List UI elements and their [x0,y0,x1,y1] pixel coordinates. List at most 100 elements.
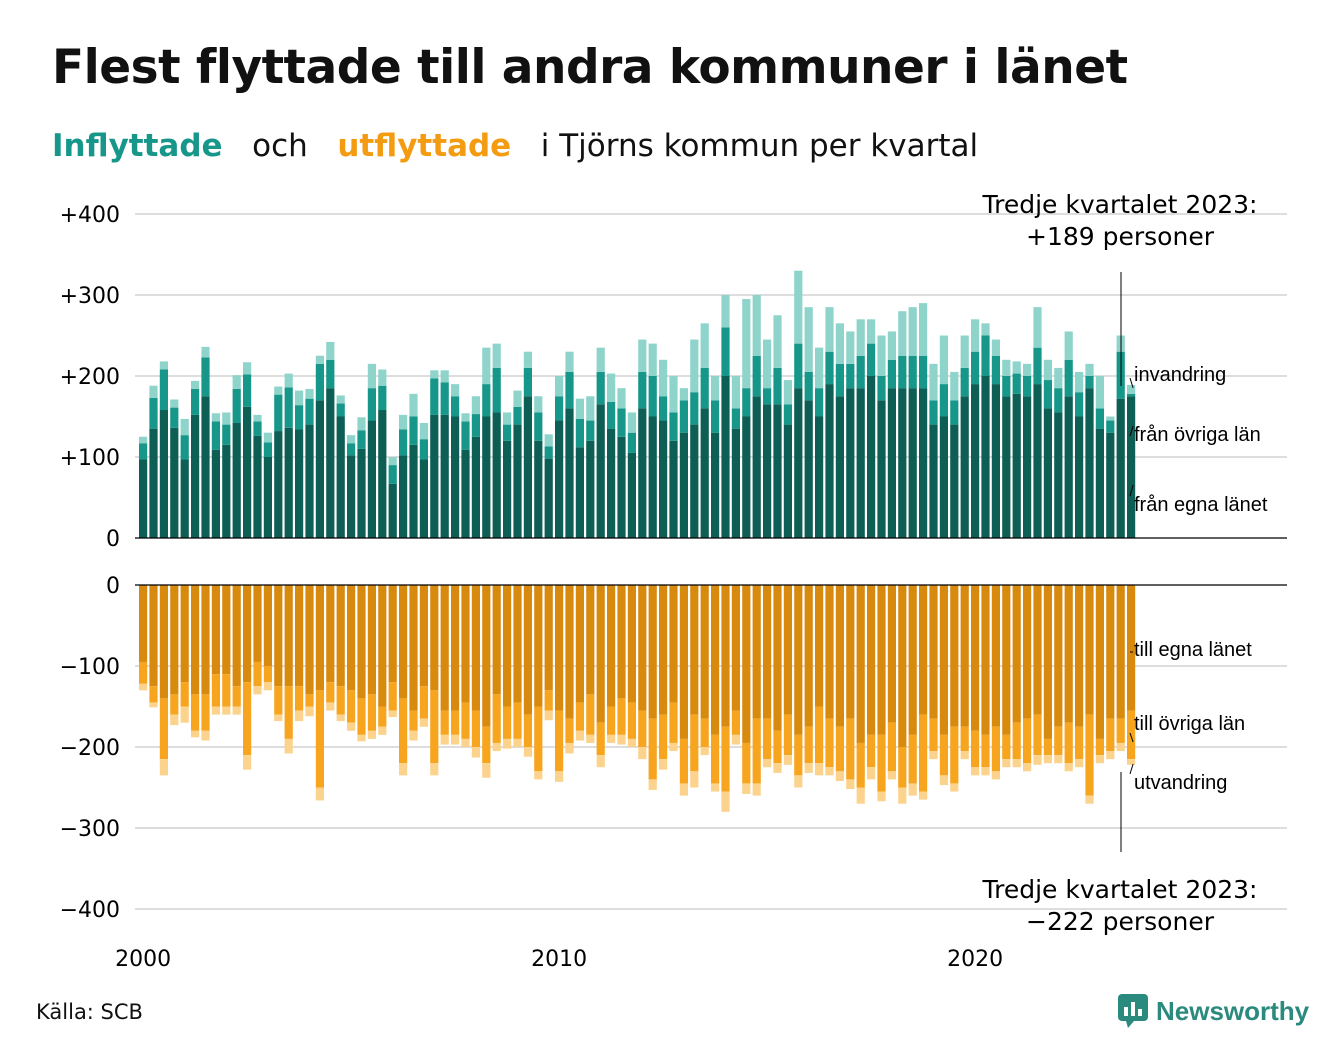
bar-in-segment [326,388,335,538]
bar-in-segment [1023,396,1032,538]
bar-in-segment [315,400,324,538]
bar-in-segment [357,448,366,538]
bar-out-segment [565,742,574,754]
bar-out-segment [607,585,616,707]
bar-in-segment [1064,359,1073,397]
bar-out-segment [409,730,418,741]
bar-in-segment [731,408,740,429]
bar-in-segment [513,390,522,407]
bar-in-segment [159,410,168,538]
bar-out-segment [887,585,896,723]
bar-in-segment [575,398,584,419]
y-tick-label-top: +100 [60,446,120,471]
bar-in-segment [1085,376,1094,389]
bar-out-segment [1023,718,1032,764]
bar-in-segment [1106,416,1115,421]
bar-in-segment [794,388,803,538]
bar-in-segment [971,351,980,385]
bar-in-segment [763,339,772,389]
bar-in-segment [482,347,491,385]
bar-out-segment [773,585,782,731]
bar-out-segment [243,682,252,756]
bar-out-segment [711,783,720,792]
bar-out-segment [804,726,813,764]
bar-in-segment [523,351,532,368]
bar-in-segment [773,367,782,405]
bar-in-segment [648,343,657,376]
bar-in-segment [170,427,179,538]
bar-in-segment [991,384,1000,538]
bar-in-segment [1075,416,1084,538]
bar-out-segment [971,730,980,768]
bar-in-segment [763,388,772,405]
bar-out-segment [794,734,803,776]
bar-out-segment [159,698,168,760]
bar-out-segment [305,585,314,695]
bar-out-segment [1095,755,1104,764]
bar-out-segment [409,710,418,731]
label-invandring-leader [1129,377,1134,389]
bar-in-segment [565,371,574,409]
bar-in-segment [950,371,959,401]
bar-out-segment [835,771,844,782]
bar-out-segment [586,694,595,735]
bar-in-segment [1054,388,1063,413]
bar-out-segment [960,726,969,752]
bar-out-segment [648,585,657,719]
bar-out-segment [815,706,824,764]
bar-out-segment [1095,738,1104,756]
bar-out-segment [752,718,761,784]
bar-out-segment [482,763,491,778]
bar-in-segment [586,396,595,421]
bar-in-segment [679,432,688,538]
bar-in-segment [440,382,449,415]
bar-out-segment [139,661,148,684]
bar-in-segment [638,408,647,538]
bar-out-segment [274,686,283,715]
bar-out-segment [679,783,688,796]
bar-out-segment [783,755,792,765]
bar-out-segment [263,682,272,691]
bar-in-segment [804,400,813,538]
bar-in-segment [1002,376,1011,397]
bar-in-segment [929,400,938,425]
bar-out-segment [461,702,470,739]
bar-in-segment [929,424,938,538]
bar-out-segment [503,738,512,749]
bar-in-segment [139,443,148,460]
bar-in-segment [773,315,782,368]
bar-out-segment [565,718,574,743]
bar-in-segment [263,442,272,457]
y-tick-label-bottom: 0 [106,574,120,599]
bar-out-segment [305,694,314,707]
bar-in-segment [617,388,626,409]
bar-out-segment [752,585,761,719]
bar-out-segment [159,759,168,776]
bar-out-segment [357,698,366,735]
bar-in-segment [191,388,200,415]
bar-in-segment [482,416,491,538]
bar-in-segment [627,452,636,538]
bar-out-segment [981,767,990,776]
bar-out-segment [596,722,605,756]
bar-in-segment [534,440,543,538]
bar-out-segment [1012,759,1021,768]
bar-out-segment [253,585,262,662]
bars-utflyttade [139,585,1136,812]
bar-out-segment [856,742,865,788]
bar-in-segment [170,399,179,408]
bar-in-segment [243,374,252,407]
bar-in-segment [763,404,772,538]
bar-in-segment [887,359,896,389]
bar-out-segment [409,585,418,711]
bar-out-segment [846,779,855,790]
bar-in-segment [201,357,210,397]
bar-in-segment [1012,393,1021,538]
bar-out-segment [388,585,397,683]
bar-in-segment [201,396,210,538]
bar-out-segment [263,585,272,666]
bar-in-segment [638,339,647,372]
bar-in-segment [971,384,980,538]
bar-out-segment [669,742,678,752]
bar-in-segment [367,363,376,389]
